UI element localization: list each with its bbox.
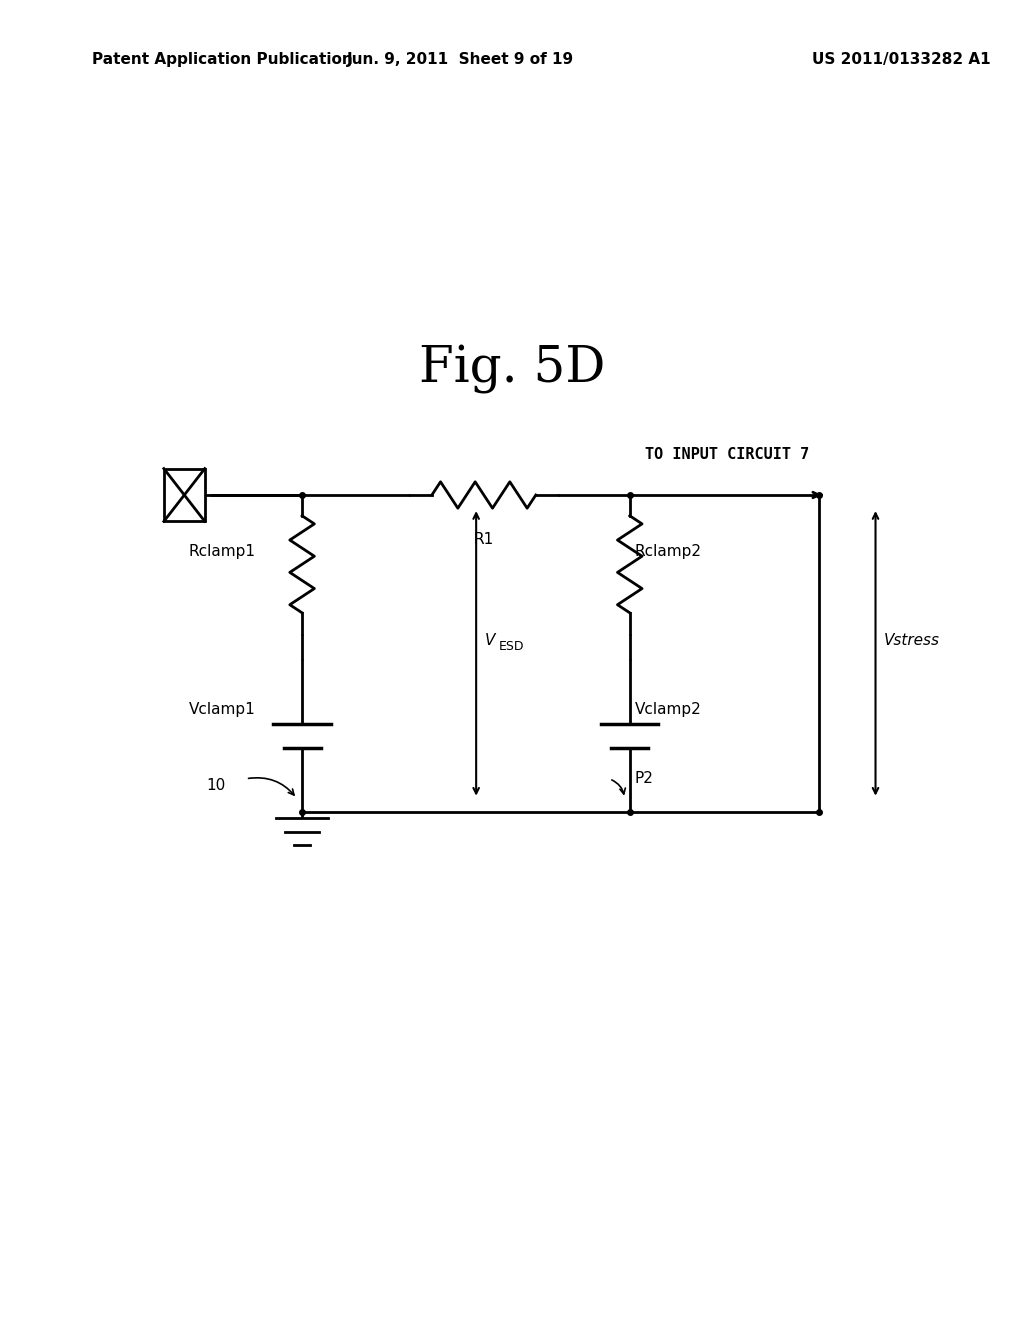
Text: Jun. 9, 2011  Sheet 9 of 19: Jun. 9, 2011 Sheet 9 of 19 — [347, 51, 574, 67]
Text: V: V — [484, 632, 495, 648]
Text: Vclamp1: Vclamp1 — [189, 702, 256, 717]
Bar — [164, 469, 205, 521]
Text: R1: R1 — [474, 532, 494, 546]
Text: Patent Application Publication: Patent Application Publication — [92, 51, 353, 67]
Text: Fig. 5D: Fig. 5D — [419, 345, 605, 395]
Text: Vstress: Vstress — [884, 632, 940, 648]
Text: ESD: ESD — [499, 640, 524, 653]
Text: Vclamp2: Vclamp2 — [635, 702, 701, 717]
Text: Rclamp2: Rclamp2 — [635, 544, 701, 558]
Text: P2: P2 — [635, 771, 653, 787]
Text: Rclamp1: Rclamp1 — [189, 544, 256, 558]
Text: 10: 10 — [206, 777, 225, 793]
Text: US 2011/0133282 A1: US 2011/0133282 A1 — [812, 51, 990, 67]
Text: TO INPUT CIRCUIT 7: TO INPUT CIRCUIT 7 — [645, 447, 809, 462]
